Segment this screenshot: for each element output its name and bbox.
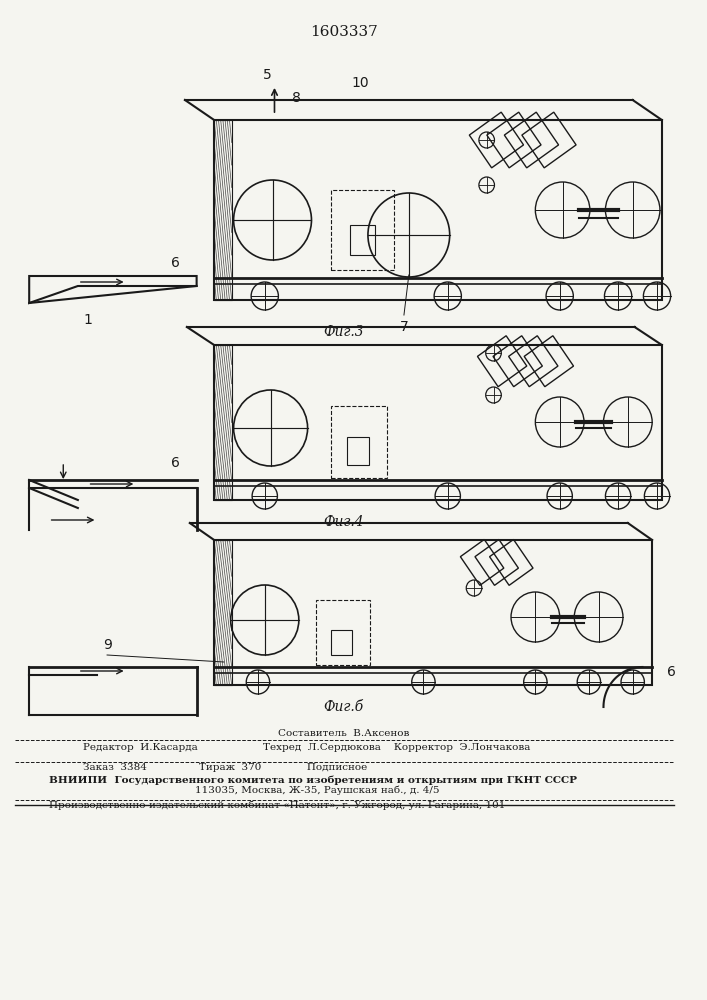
Bar	[351, 225, 375, 255]
Bar	[316, 600, 370, 665]
Bar	[214, 120, 232, 300]
Text: ВНИИПИ  Государственного комитета по изобретениям и открытиям при ГКНТ СССР: ВНИИПИ Государственного комитета по изоб…	[49, 776, 577, 785]
Bar	[214, 345, 662, 500]
Text: Техред  Л.Сердюкова    Корректор  Э.Лончакова: Техред Л.Сердюкова Корректор Э.Лончакова	[263, 743, 530, 752]
Text: 6: 6	[171, 456, 180, 470]
Bar	[214, 540, 232, 685]
Bar	[331, 406, 387, 478]
Text: Составитель  В.Аксенов: Составитель В.Аксенов	[278, 729, 409, 738]
Text: Фиг.б: Фиг.б	[324, 700, 363, 714]
Text: 113035, Москва, Ж-35, Раушская наб., д. 4/5: 113035, Москва, Ж-35, Раушская наб., д. …	[194, 786, 439, 795]
Text: Редактор  И.Касарда: Редактор И.Касарда	[83, 743, 197, 752]
Bar	[331, 630, 352, 655]
Text: 6: 6	[171, 256, 180, 270]
Text: 5: 5	[263, 68, 272, 82]
Text: 6: 6	[667, 665, 676, 679]
Text: 1: 1	[83, 313, 92, 327]
Bar	[214, 540, 652, 685]
Text: Фиг.4: Фиг.4	[323, 515, 364, 529]
Text: Заказ  3384                Тираж  370              Подписное: Заказ 3384 Тираж 370 Подписное	[83, 763, 367, 772]
Text: 1603337: 1603337	[310, 25, 378, 39]
Text: 8: 8	[293, 91, 301, 105]
Text: 10: 10	[351, 76, 369, 90]
Text: Фиг.3: Фиг.3	[323, 325, 364, 339]
Text: Производственно-издательский комбинат «Патент», г. Ужгород, ул. Гагарина, 101: Производственно-издательский комбинат «П…	[49, 800, 505, 810]
Bar	[214, 345, 232, 500]
Bar	[214, 120, 662, 300]
Text: 7: 7	[399, 320, 409, 334]
Bar	[331, 190, 395, 270]
Text: 9: 9	[103, 638, 112, 652]
Bar	[348, 437, 369, 465]
